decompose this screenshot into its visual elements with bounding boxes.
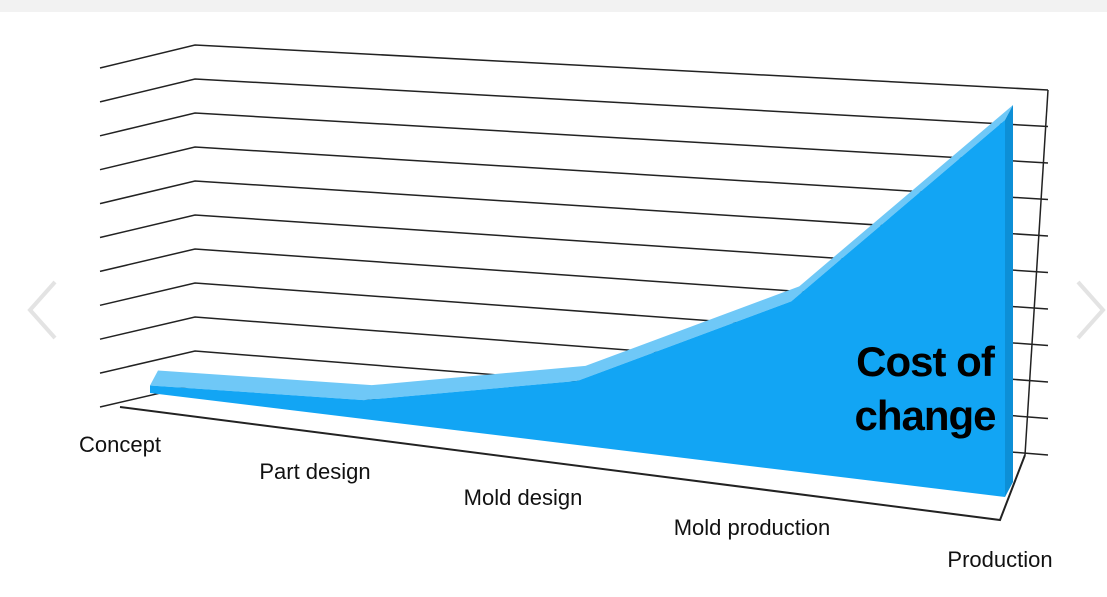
grid-line (99, 180, 1049, 237)
grid-line (99, 78, 1049, 128)
prev-arrow[interactable] (27, 280, 57, 340)
top-bar (0, 0, 1107, 12)
grid-line (99, 44, 1049, 91)
grid-line (99, 248, 1049, 310)
grid-line (99, 112, 1049, 164)
annotation: Cost of change (854, 338, 996, 439)
x-tick-label: Mold production (673, 515, 831, 540)
area (150, 120, 1005, 497)
grid-line (99, 146, 1049, 201)
area-top (150, 105, 1013, 401)
x-tick-label: Concept (79, 432, 161, 457)
right-wall-edge (1024, 89, 1049, 456)
x-tick-label: Mold design (463, 485, 583, 510)
x-tick-label: Production (947, 547, 1053, 572)
area-side (1005, 105, 1013, 497)
floor-edge (119, 406, 1026, 522)
area-group (150, 105, 1013, 497)
next-arrow[interactable] (1076, 280, 1106, 340)
grid-line (99, 214, 1049, 274)
x-tick-label: Part design (259, 459, 371, 484)
